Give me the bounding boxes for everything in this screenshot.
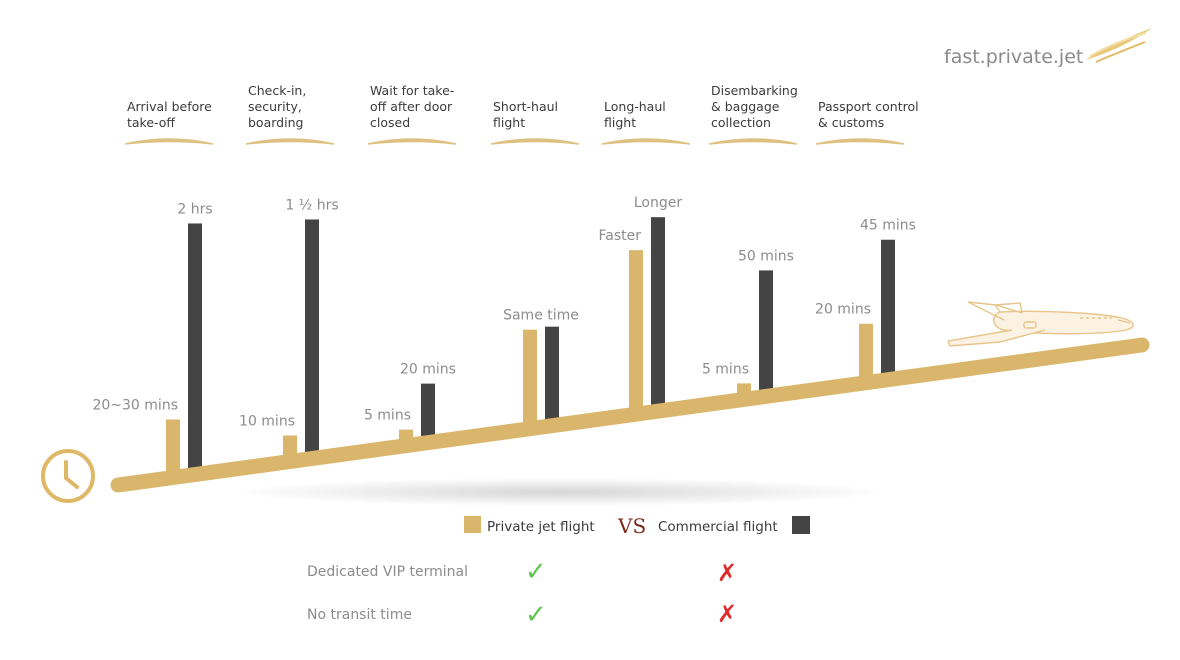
feature-label: Dedicated VIP terminal <box>307 564 468 580</box>
category-title-2: closed <box>370 115 410 130</box>
value-label-commercial-1: 1 ½ hrs <box>285 197 338 213</box>
value-label-commercial-5: 50 mins <box>738 248 794 264</box>
category-title-0: Arrival before <box>127 99 212 114</box>
brand-logo: fast.private.jet <box>944 28 1152 68</box>
value-label-private-2: 5 mins <box>364 408 411 424</box>
category-title-4: flight <box>604 115 636 130</box>
category-title-2: Wait for take- <box>370 83 454 98</box>
category-title-1: security, <box>248 99 302 114</box>
category-title-3: Short-haul <box>493 99 558 114</box>
bar-private-3 <box>523 329 537 433</box>
bar-commercial-5 <box>759 270 773 401</box>
value-labels: 20~30 mins 2 hrs 10 mins 1 ½ hrs 5 mins 20 mi… <box>92 195 916 429</box>
feature-row-1: No transit time ✓ ✗ <box>307 600 737 630</box>
bar-commercial-6 <box>881 239 895 384</box>
category-title-6: & customs <box>818 115 884 130</box>
airplane-icon <box>947 301 1134 347</box>
category-underline-4 <box>601 138 691 145</box>
value-label-private-6: 20 mins <box>815 302 871 318</box>
timeline-road <box>110 337 1150 493</box>
value-label-private-0: 20~30 mins <box>92 397 178 413</box>
road-shadow <box>230 478 890 506</box>
category-title-4: Long-haul <box>604 99 666 114</box>
bar-private-4 <box>629 250 643 419</box>
bar-commercial-0 <box>188 223 202 479</box>
clock-icon <box>41 449 95 503</box>
category-title-1: Check-in, <box>248 83 306 98</box>
category-title-6: Passport control <box>818 99 919 114</box>
feature-label: No transit time <box>307 607 412 623</box>
feature-row-0: Dedicated VIP terminal ✓ ✗ <box>307 557 737 587</box>
value-label-private-1: 10 mins <box>239 413 295 429</box>
category-title-3: flight <box>493 115 525 130</box>
value-label-commercial-2: 20 mins <box>400 362 456 378</box>
check-icon: ✓ <box>525 600 547 630</box>
category-title-1: boarding <box>248 115 303 130</box>
category-underline-3 <box>490 138 580 145</box>
bar-commercial-1 <box>305 219 319 463</box>
category-title-5: & baggage <box>711 99 780 114</box>
category-underline-6 <box>815 138 905 145</box>
category-title-0: take-off <box>127 115 175 130</box>
value-label-pair-3: Same time <box>503 308 579 324</box>
bar-commercial-3 <box>545 326 559 430</box>
bar-private-0 <box>166 419 180 482</box>
value-label-private-5: 5 mins <box>702 361 749 377</box>
cross-icon: ✗ <box>717 600 737 628</box>
category-title-5: Disembarking <box>711 83 798 98</box>
legend-label-commercial: Commercial flight <box>658 519 778 535</box>
legend-swatch-private <box>464 516 481 533</box>
legend-vs: VS <box>617 514 646 538</box>
value-label-private-4: Faster <box>599 228 642 244</box>
bar-commercial-2 <box>421 383 435 447</box>
bars <box>166 217 895 482</box>
value-label-commercial-4: Longer <box>634 195 682 211</box>
category-title-2: off after door <box>370 99 453 114</box>
category-underline-0 <box>124 138 214 145</box>
legend: Private jet flight VS Commercial flight <box>464 514 810 538</box>
category-title-5: collection <box>711 115 771 130</box>
category-underline-5 <box>708 138 798 145</box>
bar-private-6 <box>859 323 873 387</box>
bar-commercial-4 <box>651 217 665 416</box>
category-underline-1 <box>245 138 335 145</box>
category-underline-2 <box>367 138 457 145</box>
legend-label-private: Private jet flight <box>487 519 595 535</box>
value-label-commercial-0: 2 hrs <box>177 201 212 217</box>
wing-logo-icon <box>1085 28 1152 63</box>
cross-icon: ✗ <box>717 559 737 587</box>
brand-name: fast.private.jet <box>944 46 1083 68</box>
legend-swatch-commercial <box>792 516 810 534</box>
value-label-commercial-6: 45 mins <box>860 218 916 234</box>
check-icon: ✓ <box>525 557 547 587</box>
